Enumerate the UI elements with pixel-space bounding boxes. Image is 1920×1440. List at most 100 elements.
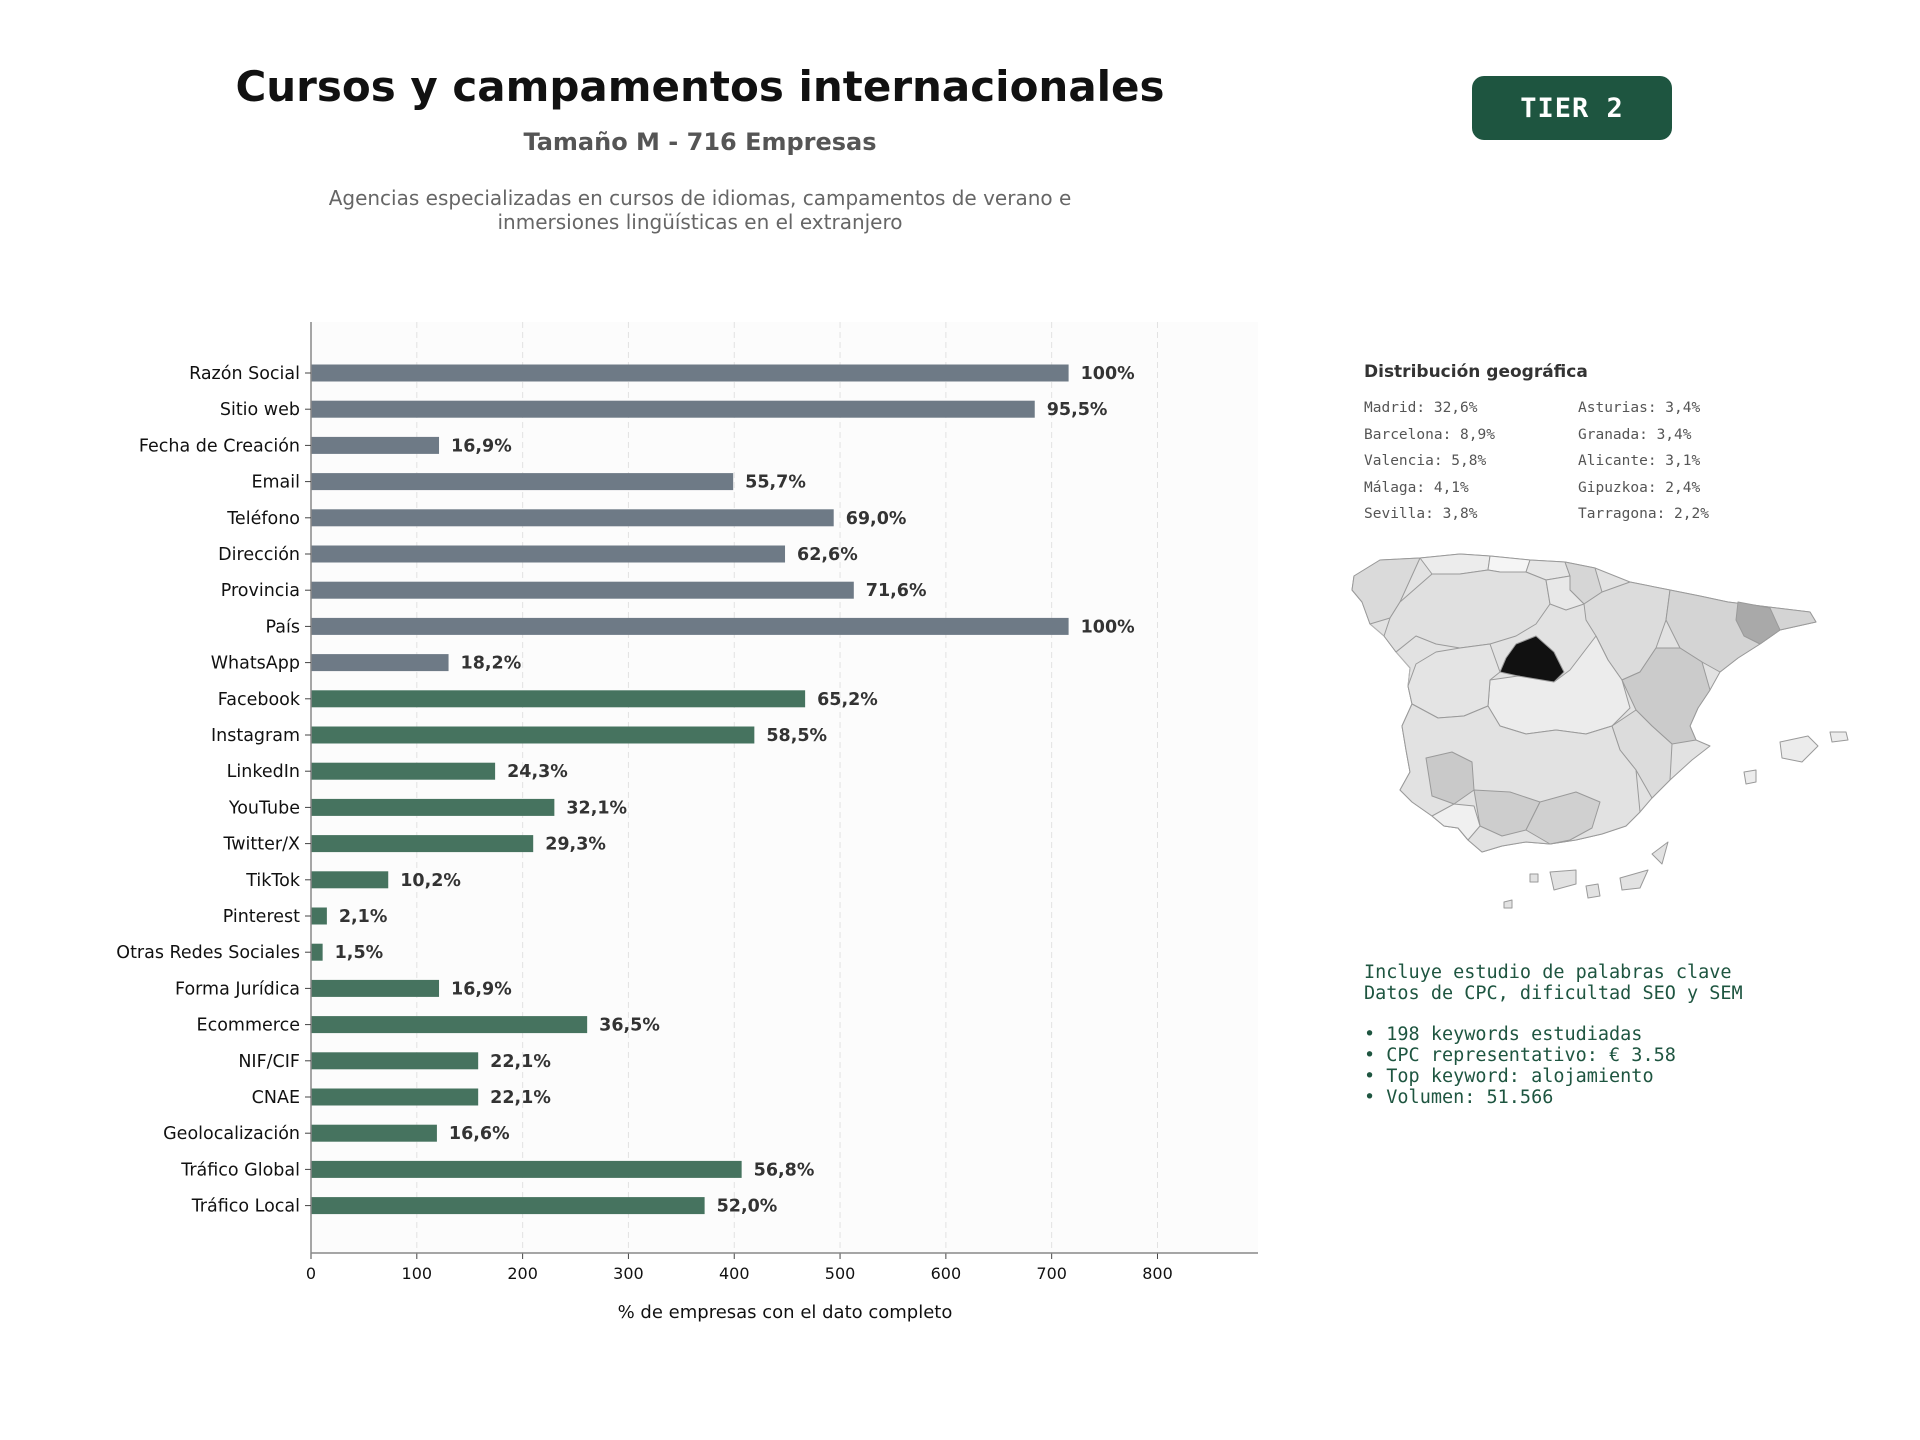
bar	[311, 835, 534, 853]
map-canary-4	[1651, 841, 1669, 865]
bar-value-label: 95,5%	[1047, 400, 1108, 420]
bar-value-label: 52,0%	[717, 1197, 778, 1217]
bar-value-label: 10,2%	[400, 871, 461, 891]
y-category-label: Instagram	[211, 726, 300, 746]
geo-entry: Asturias: 3,4%	[1578, 400, 1701, 416]
y-category-label: YouTube	[228, 798, 300, 818]
keywords-bullet: • CPC representativo: € 3.58	[1364, 1045, 1676, 1066]
bar	[311, 943, 323, 961]
y-category-label: Email	[251, 473, 300, 493]
geo-entry: Gipuzkoa: 2,4%	[1578, 479, 1701, 496]
x-tick-label: 300	[613, 1264, 644, 1283]
geo-entry: Valencia: 5,8%	[1364, 453, 1487, 469]
y-category-label: Ecommerce	[197, 1016, 300, 1036]
x-tick-label: 600	[931, 1264, 962, 1283]
geo-entry: Sevilla: 3,8%	[1364, 506, 1478, 522]
chart-axes: 0 100 200 300 400 500 600 700 800	[305, 322, 1258, 1283]
bar-value-label: 18,2%	[461, 654, 522, 674]
bar	[311, 1052, 479, 1070]
bar-value-label: 32,1%	[566, 798, 627, 818]
bar-value-label: 71,6%	[866, 581, 927, 601]
y-category-label: TikTok	[245, 871, 301, 891]
bar-value-label: 16,6%	[449, 1124, 510, 1144]
bar	[311, 979, 440, 997]
y-category-label: Provincia	[221, 581, 300, 601]
y-category-label: País	[266, 617, 300, 637]
y-category-label: CNAE	[252, 1088, 300, 1108]
bar	[311, 1197, 705, 1215]
geo-entry: Málaga: 4,1%	[1364, 479, 1469, 496]
bar	[311, 907, 327, 925]
map-region-cadiz	[1431, 803, 1481, 841]
y-category-label: Fecha de Creación	[139, 436, 300, 456]
map-region-castilla-leon	[1383, 569, 1551, 653]
bar-value-label: 58,5%	[766, 726, 827, 746]
map-canary-3	[1619, 869, 1649, 891]
spain-province-map	[1351, 553, 1849, 909]
bar-value-label: 36,5%	[599, 1016, 660, 1036]
bar-value-label: 16,9%	[451, 979, 512, 999]
bar	[311, 1016, 588, 1034]
bar	[311, 1160, 742, 1178]
bar	[311, 581, 854, 599]
bar-value-label: 65,2%	[817, 690, 878, 710]
y-category-label: Facebook	[218, 690, 301, 710]
bar-value-label: 29,3%	[545, 835, 606, 855]
bar-value-label: 56,8%	[754, 1160, 815, 1180]
map-canary-5	[1529, 873, 1539, 883]
x-axis-label: % de empresas con el dato completo	[618, 1302, 953, 1323]
y-category-label: Razón Social	[189, 364, 300, 384]
y-category-label: WhatsApp	[211, 654, 300, 674]
map-balearic-ibiza	[1743, 769, 1757, 785]
y-category-label: Sitio web	[220, 400, 300, 420]
map-region-cantabria	[1487, 555, 1531, 573]
map-region-extremadura	[1407, 643, 1501, 719]
map-canary-6	[1503, 899, 1513, 909]
plot-area	[311, 322, 1258, 1253]
geo-entry: Granada: 3,4%	[1578, 426, 1692, 443]
y-category-label: Geolocalización	[163, 1124, 300, 1144]
bar	[311, 436, 440, 454]
bar-value-label: 100%	[1081, 617, 1135, 637]
y-category-label: Dirección	[218, 545, 300, 565]
bar	[311, 617, 1069, 635]
map-region-barcelona	[1735, 601, 1781, 645]
bar-value-label: 55,7%	[745, 473, 806, 493]
x-tick-label: 0	[306, 1264, 316, 1283]
bar-value-label: 1,5%	[335, 943, 384, 963]
bar	[311, 798, 555, 816]
bar	[311, 400, 1035, 418]
map-region-rioja	[1545, 575, 1585, 611]
bar-value-label: 22,1%	[490, 1052, 551, 1072]
keywords-bullet: • Volumen: 51.566	[1364, 1087, 1554, 1108]
x-tick-label: 800	[1142, 1264, 1173, 1283]
bar	[311, 545, 786, 563]
chart-subtitle: Tamaño M - 716 Empresas	[523, 128, 877, 156]
bar	[311, 654, 449, 672]
map-canary-2	[1585, 883, 1601, 899]
bar	[311, 690, 806, 708]
chart-title: Cursos y campamentos internacionales	[235, 62, 1165, 111]
bar	[311, 473, 734, 491]
geo-entry: Barcelona: 8,9%	[1364, 426, 1495, 443]
map-region-granada	[1525, 791, 1601, 845]
x-tick-label: 400	[719, 1264, 750, 1283]
x-tick-label: 500	[825, 1264, 856, 1283]
x-tick-label: 700	[1036, 1264, 1067, 1283]
bar	[311, 1088, 479, 1106]
chart-bars: Razón Social 100% Sitio web 95,5% Fecha de C…	[116, 364, 1134, 1217]
bar-value-label: 22,1%	[490, 1088, 551, 1108]
bar	[311, 762, 496, 780]
geo-entry: Madrid: 32,6%	[1364, 400, 1478, 416]
y-category-label: LinkedIn	[227, 762, 300, 782]
tier-badge: TIER 2	[1472, 76, 1672, 140]
bar	[311, 871, 389, 889]
bar-value-label: 62,6%	[797, 545, 858, 565]
geo-distribution-title: Distribución geográfica	[1364, 362, 1588, 382]
x-tick-label: 200	[507, 1264, 538, 1283]
geo-entry: Alicante: 3,1%	[1578, 453, 1701, 469]
y-category-label: Tráfico Local	[191, 1197, 300, 1217]
map-balearic-mallorca	[1779, 735, 1819, 763]
bar-value-label: 16,9%	[451, 436, 512, 456]
bar	[311, 364, 1069, 382]
